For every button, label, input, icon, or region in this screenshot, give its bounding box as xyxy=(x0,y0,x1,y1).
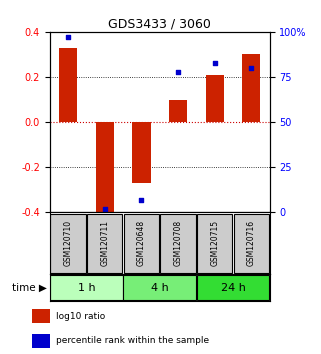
Text: 1 h: 1 h xyxy=(78,282,95,293)
Point xyxy=(176,69,181,74)
Bar xyxy=(50,214,86,273)
Point xyxy=(102,206,107,212)
Bar xyxy=(169,99,187,122)
Bar xyxy=(87,214,122,273)
Point xyxy=(249,65,254,71)
Text: log10 ratio: log10 ratio xyxy=(56,312,105,321)
Text: percentile rank within the sample: percentile rank within the sample xyxy=(56,336,209,346)
Title: GDS3433 / 3060: GDS3433 / 3060 xyxy=(108,18,211,31)
Point xyxy=(139,197,144,202)
Text: GSM120710: GSM120710 xyxy=(64,220,73,267)
Bar xyxy=(132,122,151,183)
Bar xyxy=(123,275,196,300)
Bar xyxy=(50,275,123,300)
Bar xyxy=(32,309,50,323)
Text: GSM120648: GSM120648 xyxy=(137,220,146,267)
Text: 4 h: 4 h xyxy=(151,282,169,293)
Bar xyxy=(59,48,77,122)
Bar xyxy=(242,55,260,122)
Text: time ▶: time ▶ xyxy=(12,282,47,293)
Point xyxy=(212,60,217,65)
Bar xyxy=(124,214,159,273)
Bar xyxy=(160,214,195,273)
Bar xyxy=(205,75,224,122)
Text: GSM120708: GSM120708 xyxy=(174,220,183,267)
Bar xyxy=(197,214,232,273)
Bar xyxy=(234,214,269,273)
Text: GSM120715: GSM120715 xyxy=(210,220,219,267)
Text: 24 h: 24 h xyxy=(221,282,246,293)
Text: GSM120711: GSM120711 xyxy=(100,221,109,266)
Bar xyxy=(32,334,50,348)
Bar xyxy=(197,275,269,300)
Point xyxy=(65,34,71,40)
Bar xyxy=(96,122,114,219)
Text: GSM120716: GSM120716 xyxy=(247,220,256,267)
